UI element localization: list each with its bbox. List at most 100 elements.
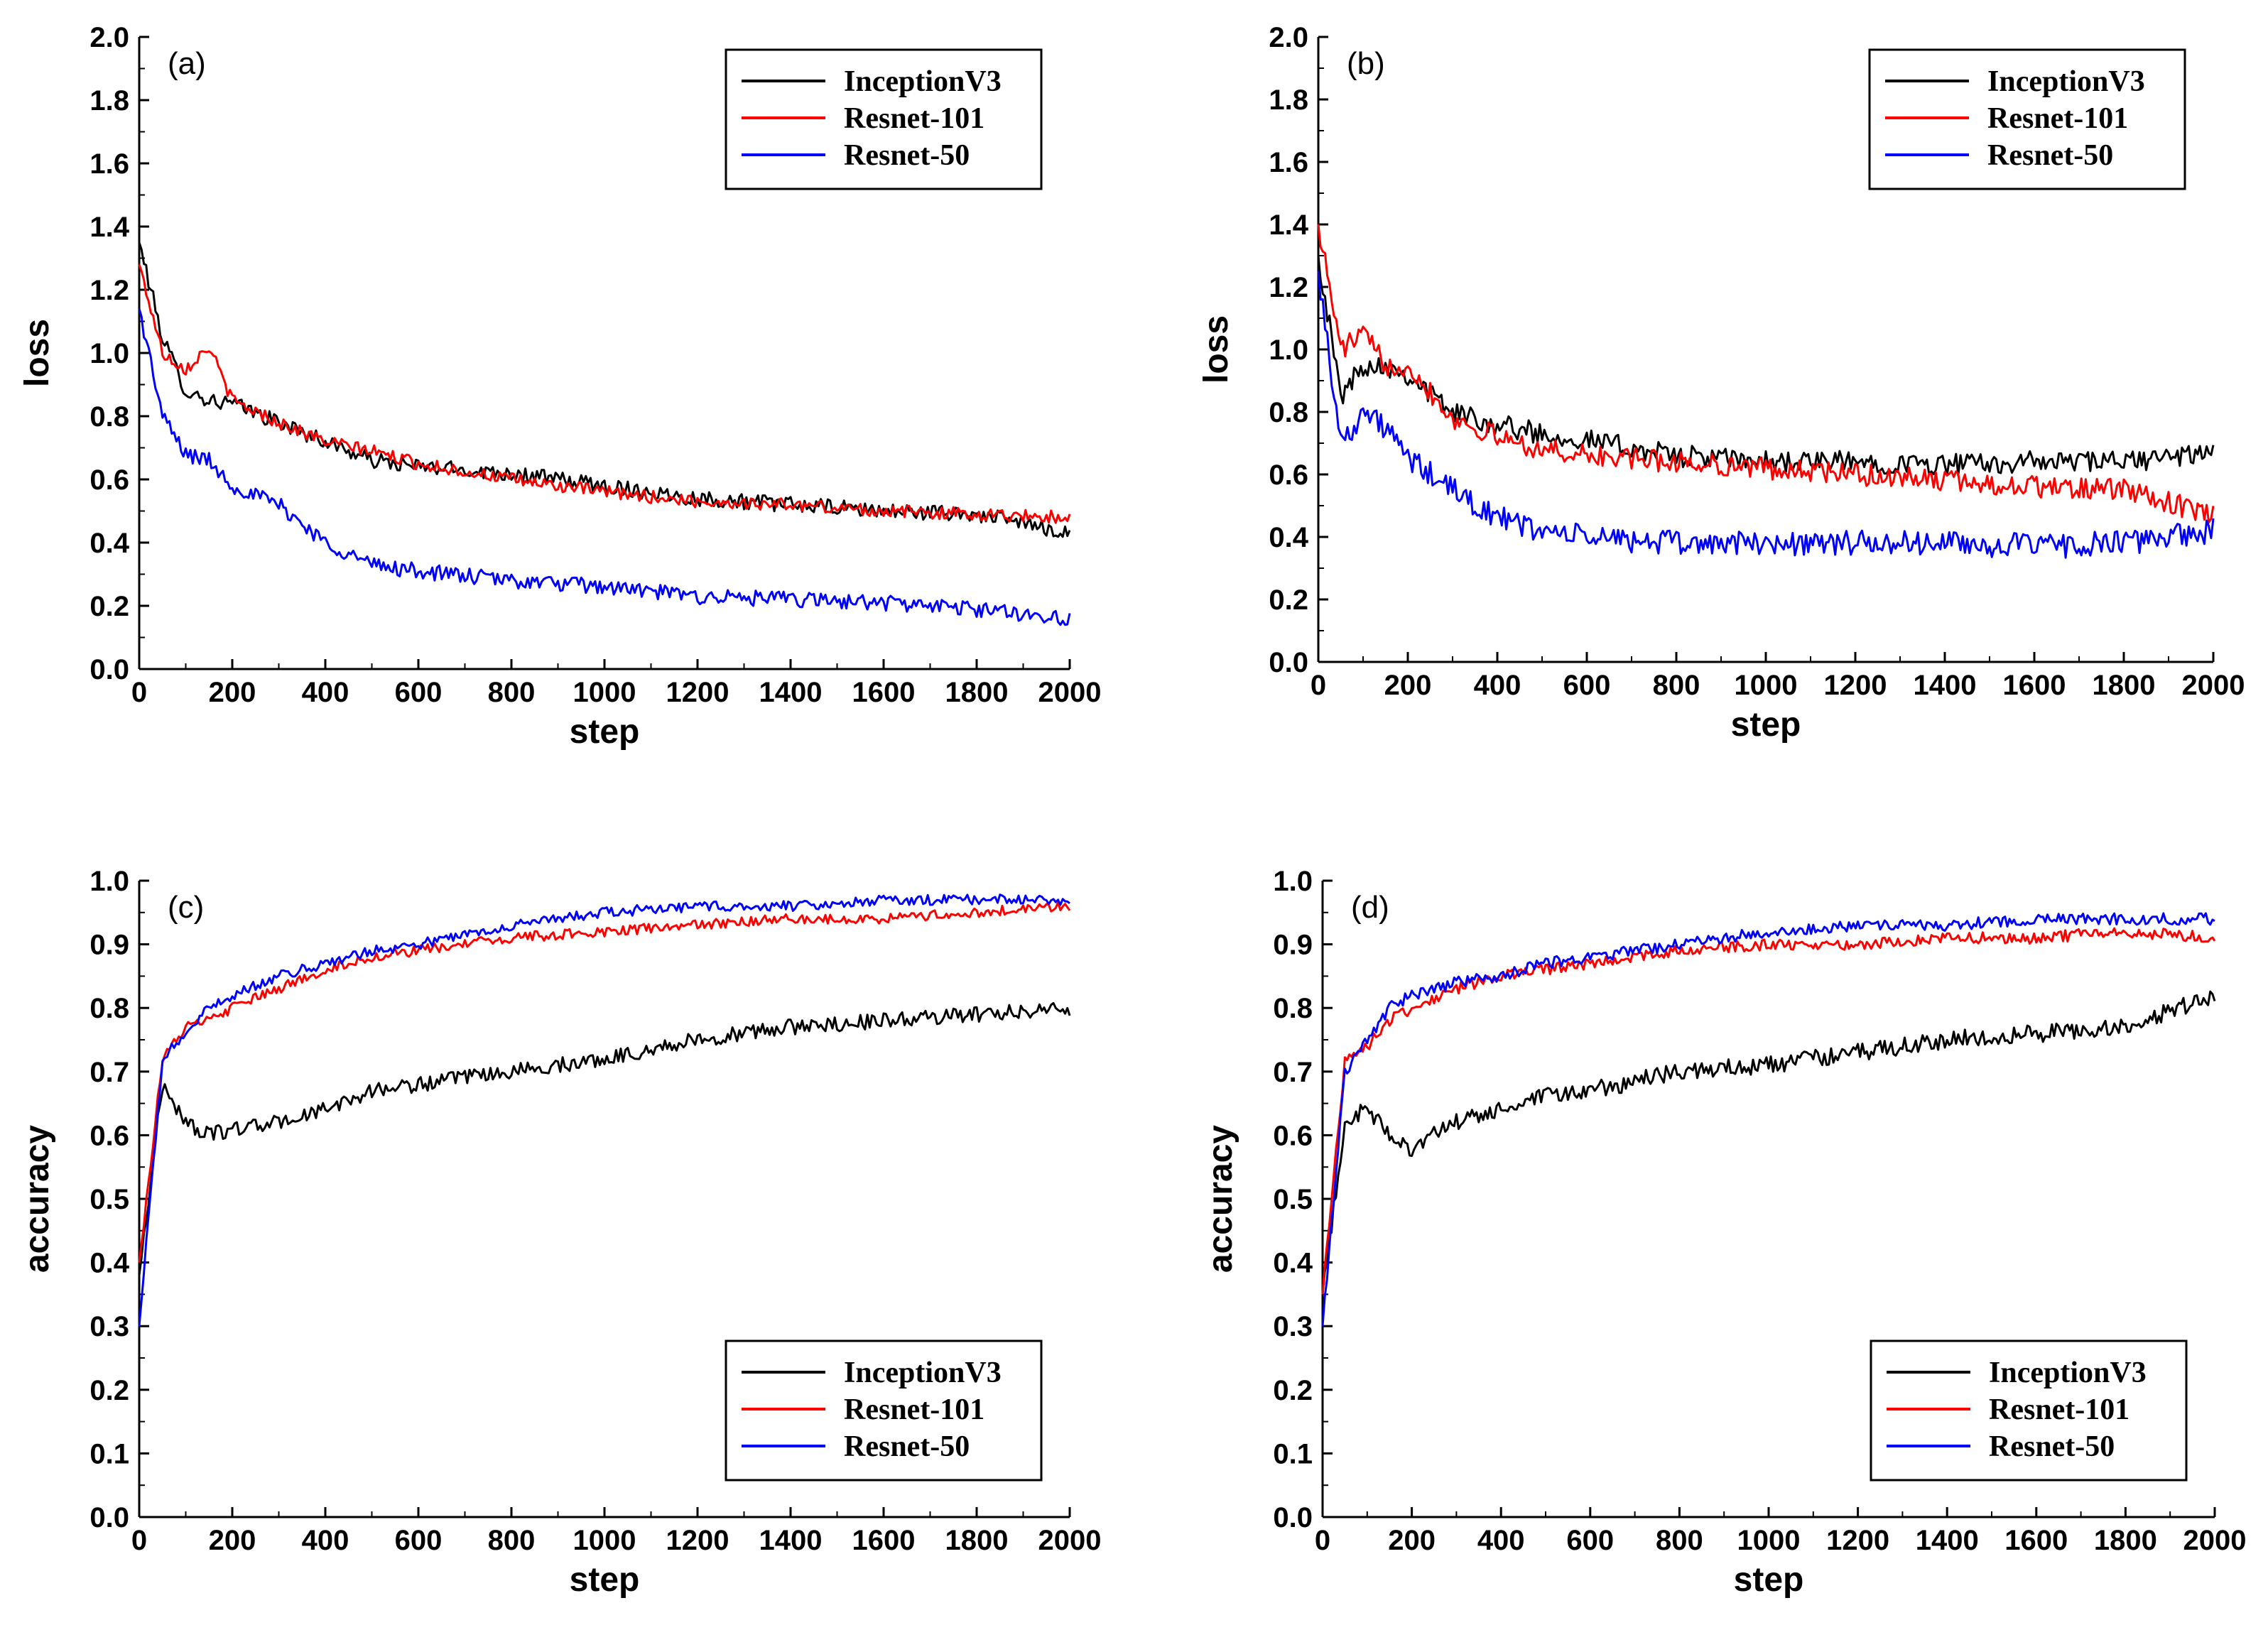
y-tick-label: 0.9	[1273, 930, 1313, 961]
y-tick-label: 0.7	[1273, 1057, 1313, 1088]
series-line-resnet-101	[138, 901, 1071, 1263]
legend-label: InceptionV3	[1987, 65, 2145, 98]
x-tick-label: 1400	[759, 677, 823, 708]
legend-label: InceptionV3	[844, 1357, 1002, 1389]
y-axis-title: accuracy	[1202, 1125, 1239, 1273]
x-tick-label: 1800	[2093, 670, 2156, 701]
x-tick-label: 2000	[2182, 670, 2245, 701]
x-axis-title: step	[570, 1561, 640, 1599]
legend-label: Resnet-101	[844, 1393, 984, 1426]
chart-panel-3: 0 200 400 600 800 1000 1200 1400 1600 1800 2000 0.0…	[18, 866, 1101, 1599]
y-tick-label: 0.4	[89, 1248, 129, 1279]
legend-label: Resnet-50	[844, 139, 970, 172]
y-axis-title: loss	[1198, 315, 1235, 384]
panel-label: (a)	[168, 46, 206, 81]
x-tick-label: 400	[302, 677, 349, 708]
y-tick-label: 0.4	[1269, 522, 1308, 553]
x-tick-label: 1600	[852, 1525, 916, 1556]
y-tick-label: 1.4	[89, 212, 129, 243]
x-tick-label: 1400	[1914, 670, 1977, 701]
x-tick-label: 1200	[1824, 670, 1887, 701]
series-line-resnet-50	[138, 308, 1071, 626]
y-tick-label: 0.0	[1269, 647, 1308, 678]
x-tick-label: 200	[209, 1525, 256, 1556]
y-tick-label: 0.9	[89, 930, 129, 961]
y-tick-label: 0.6	[1273, 1120, 1313, 1151]
y-tick-label: 0.0	[1273, 1502, 1313, 1533]
legend: InceptionV3 Resnet-101 Resnet-50	[725, 1339, 1043, 1482]
x-tick-label: 600	[1566, 1525, 1614, 1556]
legend-label: Resnet-50	[1987, 139, 2113, 172]
y-tick-label: 0.1	[1273, 1438, 1313, 1469]
panel-label: (d)	[1351, 890, 1389, 925]
x-tick-label: 600	[395, 677, 443, 708]
x-tick-label: 1400	[759, 1525, 823, 1556]
x-tick-label: 1200	[1826, 1525, 1889, 1556]
y-tick-label: 0.3	[89, 1311, 129, 1342]
x-tick-label: 0	[1315, 1525, 1330, 1556]
y-tick-label: 0.2	[89, 591, 129, 622]
y-tick-label: 0.4	[89, 528, 129, 559]
x-tick-label: 800	[1656, 1525, 1703, 1556]
y-tick-label: 0.6	[1269, 460, 1308, 491]
x-tick-label: 0	[131, 1525, 147, 1556]
y-tick-label: 1.2	[89, 275, 129, 306]
panel-label: (c)	[168, 890, 204, 925]
y-tick-label: 0.8	[89, 993, 129, 1024]
series-line-inceptionv3	[138, 241, 1071, 538]
y-tick-label: 1.0	[89, 338, 129, 369]
y-tick-label: 0.0	[89, 1502, 129, 1533]
x-tick-label: 1000	[573, 677, 636, 708]
y-tick-label: 0.2	[1269, 585, 1308, 616]
x-tick-label: 200	[1388, 1525, 1436, 1556]
legend: InceptionV3 Resnet-101 Resnet-50	[1868, 48, 2186, 190]
x-tick-label: 1000	[1735, 670, 1798, 701]
x-tick-label: 400	[302, 1525, 349, 1556]
x-tick-label: 800	[488, 1525, 536, 1556]
series-line-resnet-50	[138, 893, 1070, 1327]
x-tick-label: 400	[1474, 670, 1521, 701]
x-tick-label: 800	[488, 677, 536, 708]
x-tick-label: 1200	[666, 677, 729, 708]
series-line-inceptionv3	[1317, 255, 2215, 477]
x-tick-label: 200	[209, 677, 256, 708]
y-tick-label: 2.0	[89, 22, 129, 53]
x-tick-label: 1600	[852, 677, 916, 708]
x-tick-label: 1400	[1916, 1525, 1979, 1556]
y-tick-label: 0.6	[89, 1120, 129, 1151]
x-tick-label: 600	[1563, 670, 1611, 701]
x-tick-label: 800	[1653, 670, 1700, 701]
y-tick-label: 0.5	[89, 1184, 129, 1215]
y-tick-label: 2.0	[1269, 22, 1308, 53]
y-tick-label: 0.2	[1273, 1375, 1313, 1406]
legend-label: Resnet-50	[1989, 1430, 2115, 1463]
series-line-resnet-50	[1321, 912, 2215, 1327]
y-tick-label: 0.2	[89, 1375, 129, 1406]
y-axis-title: accuracy	[18, 1125, 56, 1273]
chart-panel-4: 0 200 400 600 800 1000 1200 1400 1600 1800 2000 0.0…	[1202, 866, 2246, 1599]
y-tick-label: 0.1	[89, 1438, 129, 1469]
y-axis-title: loss	[18, 319, 56, 387]
legend: InceptionV3 Resnet-101 Resnet-50	[725, 48, 1043, 190]
series-line-inceptionv3	[1321, 990, 2216, 1295]
legend-label: Resnet-101	[1989, 1393, 2129, 1426]
y-tick-label: 0.5	[1273, 1184, 1313, 1215]
series-line-resnet-101	[1317, 224, 2215, 524]
y-tick-label: 1.8	[1269, 85, 1308, 116]
y-tick-label: 1.0	[89, 866, 129, 897]
y-tick-label: 0.8	[89, 401, 129, 433]
x-axis-title: step	[1731, 706, 1801, 744]
series-line-resnet-101	[138, 263, 1071, 524]
x-tick-label: 400	[1477, 1525, 1525, 1556]
y-tick-label: 0.0	[89, 654, 129, 685]
x-tick-label: 0	[131, 677, 147, 708]
series-line-inceptionv3	[138, 1001, 1071, 1276]
legend-label: Resnet-50	[844, 1430, 970, 1463]
legend-label: Resnet-101	[1987, 102, 2128, 135]
panel-label: (b)	[1347, 46, 1385, 81]
series-line-resnet-50	[1317, 271, 2215, 559]
panels-group: 0 200 400 600 800 1000 1200 1400 1600 1800 20000.0…	[18, 22, 2246, 1599]
x-tick-label: 1000	[1737, 1525, 1801, 1556]
y-tick-label: 0.4	[1273, 1248, 1313, 1279]
